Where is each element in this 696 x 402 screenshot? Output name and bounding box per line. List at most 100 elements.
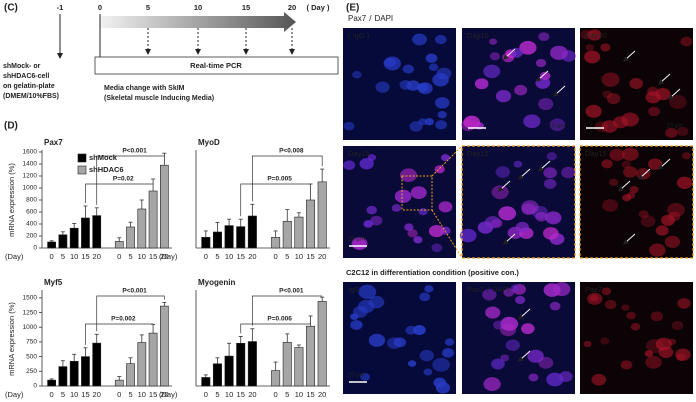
x-tick-label: 10 <box>225 252 233 261</box>
bar <box>137 342 147 387</box>
day-label: 10 <box>194 3 202 12</box>
bar <box>114 379 124 387</box>
stain-legend: / <box>369 14 372 23</box>
nucleus <box>622 147 639 161</box>
nucleus <box>424 118 434 126</box>
nucleus <box>367 154 377 161</box>
nucleus <box>505 339 520 351</box>
nucleus <box>601 159 613 169</box>
nucleus <box>521 323 535 335</box>
bar <box>58 366 68 387</box>
bar <box>212 231 222 249</box>
x-tick-label: 20 <box>160 390 168 399</box>
timeline-arrow <box>100 12 296 32</box>
nucleus <box>484 216 501 229</box>
nucleus <box>538 98 554 111</box>
nucleus <box>585 44 595 52</box>
bar <box>148 332 158 387</box>
x-tick-label: 10 <box>138 390 146 399</box>
bar <box>137 208 147 249</box>
nucleus <box>410 186 427 200</box>
bar <box>271 237 281 249</box>
nucleus <box>655 225 669 236</box>
day-label: 20 <box>288 3 296 12</box>
y-tick-label: 1600 <box>23 149 38 156</box>
nucleus <box>384 57 396 68</box>
day-label: 0 <box>98 3 102 12</box>
nucleus <box>431 243 443 252</box>
y-axis-label: mRNA expression (%) <box>7 163 16 237</box>
x-tick-label: 15 <box>237 252 245 261</box>
x-tick-label: 15 <box>306 390 314 399</box>
x-tick-label: 0 <box>50 252 54 261</box>
bar <box>306 325 316 387</box>
pointer-arrow <box>502 233 516 245</box>
legend-swatch <box>77 165 87 175</box>
bar <box>247 341 257 387</box>
nucleus <box>561 166 576 179</box>
nucleus <box>352 70 362 79</box>
nucleus <box>495 166 511 178</box>
y-tick-label: 400 <box>26 221 37 228</box>
y-tick-label: 750 <box>26 339 37 346</box>
chart-title: Myogenin <box>198 278 235 287</box>
legend-label: shHDAC6 <box>89 165 124 174</box>
nucleus <box>375 81 390 93</box>
panel-caption: IgG <box>348 285 360 294</box>
x-axis-label: (Day) <box>159 390 178 399</box>
nucleus <box>535 58 547 68</box>
panel-caption: / <box>487 285 490 294</box>
nucleus <box>640 215 656 228</box>
x-tick-label: 20 <box>93 252 101 261</box>
pointer-arrow <box>657 158 671 170</box>
nucleus <box>591 373 607 386</box>
zoom-frame <box>461 145 576 259</box>
p-value: P<0.001 <box>279 288 304 295</box>
nucleus <box>552 282 571 297</box>
bar <box>317 301 327 387</box>
nucleus <box>538 356 554 369</box>
nucleus <box>546 152 557 161</box>
chart-title: Myf5 <box>44 278 63 287</box>
nucleus <box>343 121 355 131</box>
y-tick-label: 500 <box>26 353 37 360</box>
nucleus <box>483 377 501 391</box>
nucleus <box>620 360 633 370</box>
nucleus <box>425 53 438 63</box>
zoom-line <box>431 145 463 177</box>
legend-label: shMock <box>89 153 118 162</box>
day-label: -1 <box>57 3 64 12</box>
nucleus <box>604 299 617 310</box>
nucleus <box>655 337 672 351</box>
bar <box>247 215 257 249</box>
nucleus <box>675 348 691 361</box>
nucleus <box>602 90 613 99</box>
nucleus <box>676 126 689 137</box>
nucleus <box>542 227 559 240</box>
y-tick-label: 1500 <box>23 295 38 302</box>
x-tick-label: 15 <box>81 252 89 261</box>
bar <box>294 347 304 387</box>
bar <box>58 234 68 249</box>
significance-bracket <box>85 323 154 345</box>
nucleus <box>630 322 641 331</box>
nucleus <box>613 116 629 129</box>
pointer-arrow <box>517 308 531 320</box>
nucleus <box>370 215 383 226</box>
x-tick-label: 10 <box>295 390 303 399</box>
nucleus <box>521 203 536 216</box>
nucleus <box>669 95 687 110</box>
nucleus <box>665 127 678 138</box>
nucleus <box>543 167 557 179</box>
nucleus <box>408 360 417 367</box>
significance-bracket <box>240 323 311 334</box>
x-tick-label: 5 <box>285 390 289 399</box>
x-tick-label: 15 <box>237 390 245 399</box>
nucleus <box>482 288 497 301</box>
nucleus <box>584 50 601 64</box>
x-tick-label: 5 <box>285 252 289 261</box>
nucleus <box>350 320 363 330</box>
y-tick-label: 1250 <box>23 309 38 316</box>
nucleus <box>483 64 501 79</box>
